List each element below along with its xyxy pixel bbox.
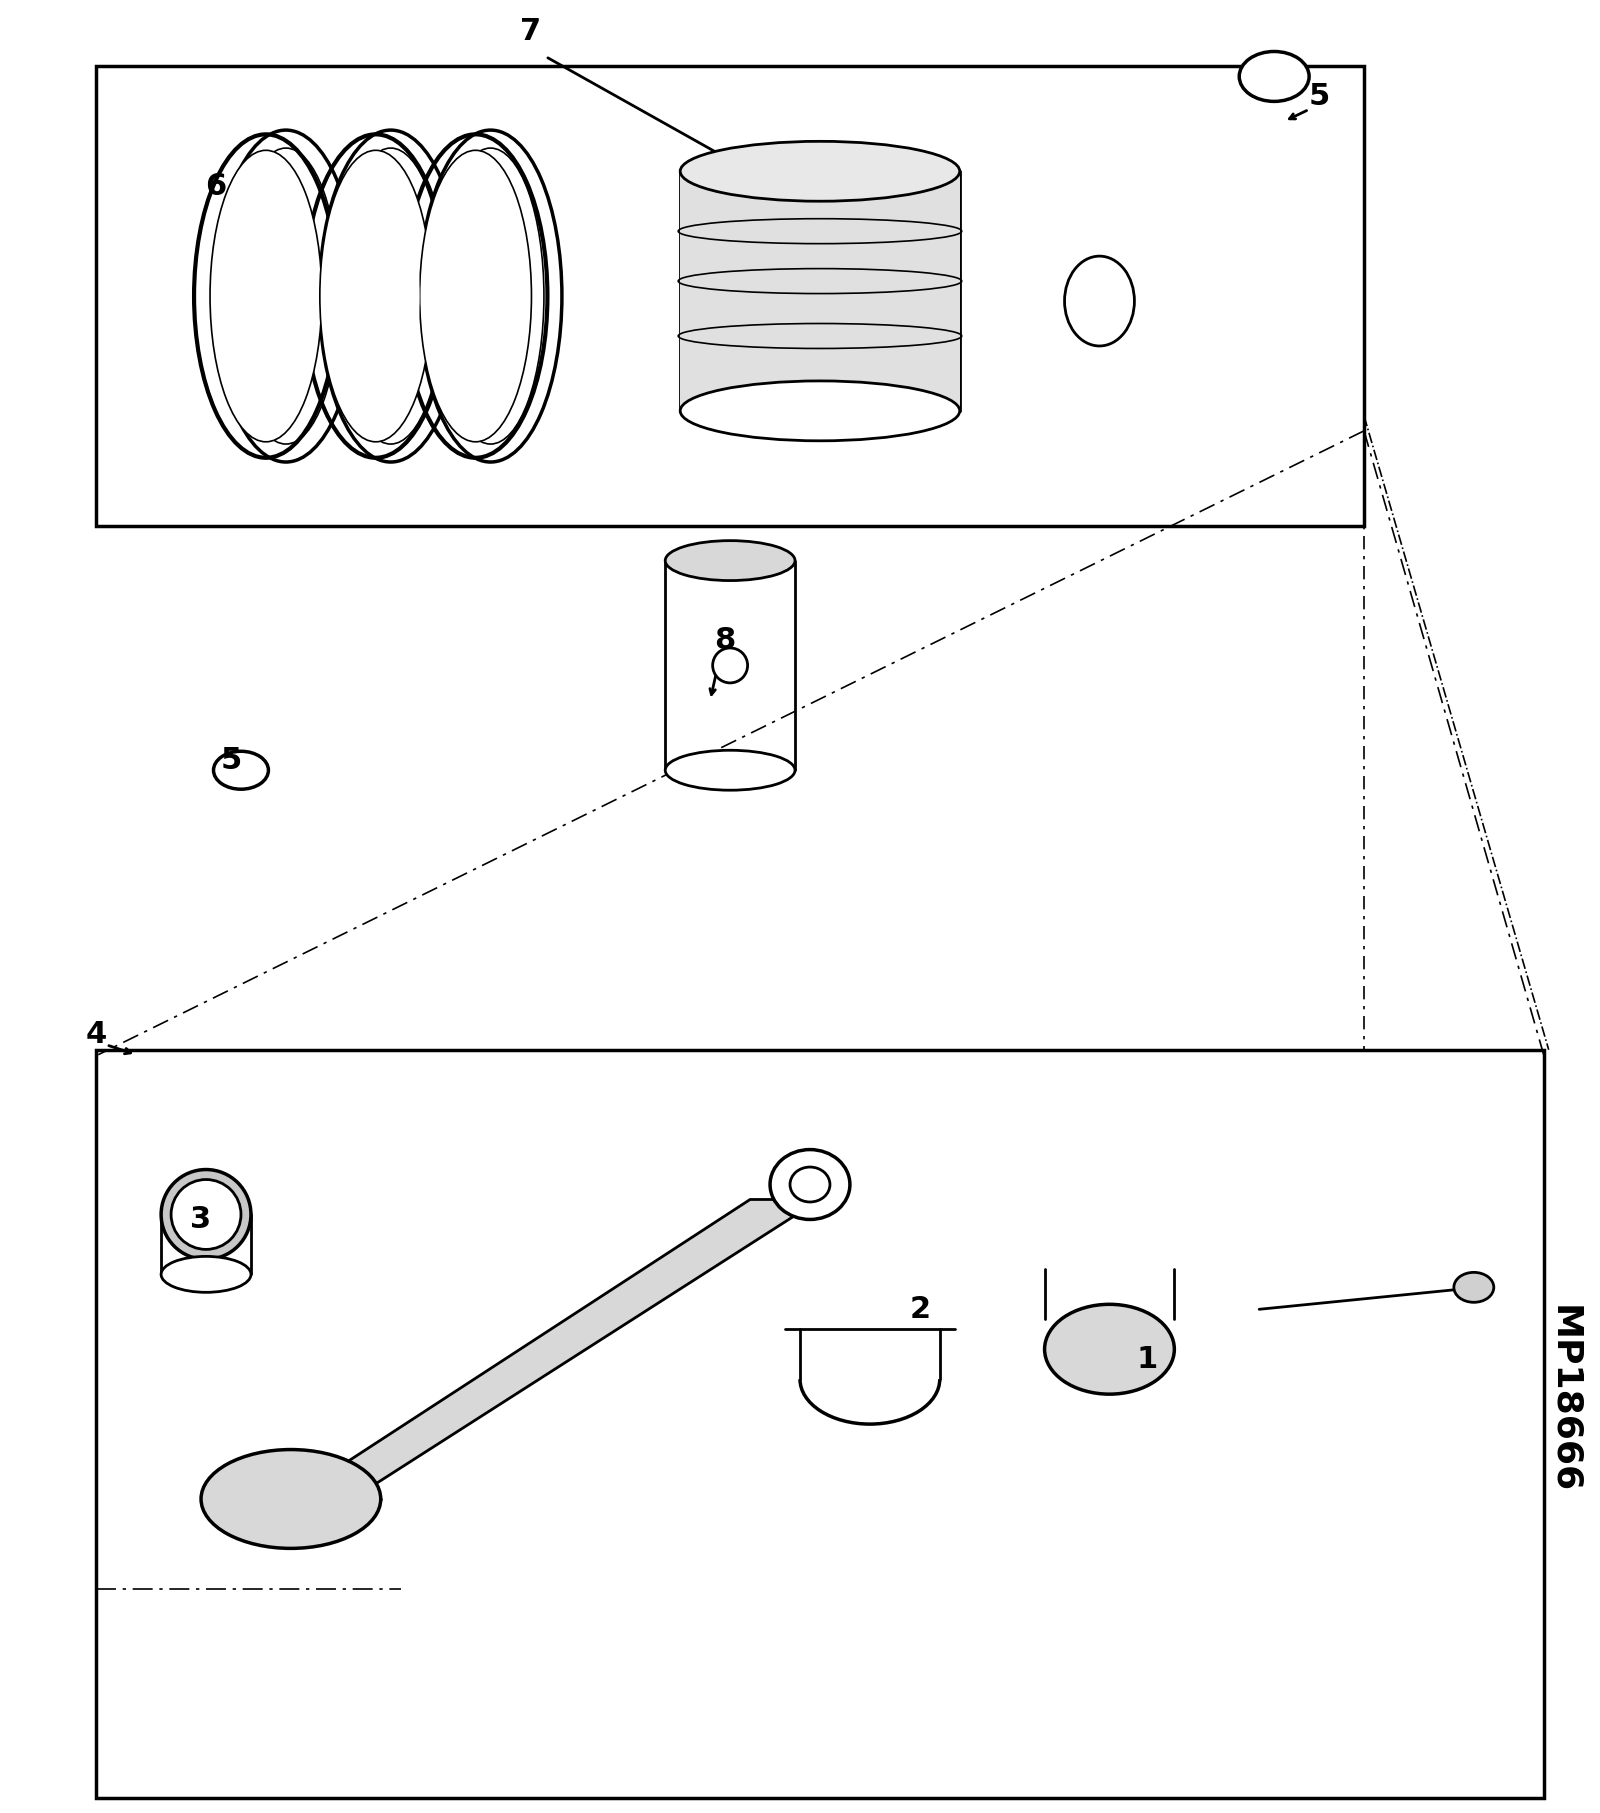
Ellipse shape [1454, 1273, 1494, 1302]
Text: 8: 8 [715, 625, 736, 654]
Text: 4: 4 [85, 1021, 107, 1050]
Ellipse shape [680, 381, 960, 441]
Text: 5: 5 [1309, 82, 1330, 111]
Ellipse shape [202, 1450, 381, 1548]
Text: 3: 3 [190, 1206, 211, 1235]
Ellipse shape [432, 163, 520, 430]
Ellipse shape [171, 1180, 242, 1249]
Bar [680, 170, 960, 412]
Text: 6: 6 [205, 172, 227, 201]
Ellipse shape [1064, 256, 1134, 346]
Ellipse shape [210, 150, 322, 442]
Bar [1264, 65, 1285, 80]
Ellipse shape [338, 149, 445, 444]
Ellipse shape [770, 1149, 850, 1220]
Ellipse shape [232, 149, 339, 444]
Text: 1: 1 [1136, 1345, 1158, 1374]
Bar [96, 1050, 1544, 1798]
Ellipse shape [680, 141, 960, 201]
Ellipse shape [222, 758, 259, 781]
Text: 5: 5 [221, 745, 242, 774]
Bar [96, 67, 1365, 526]
Ellipse shape [437, 149, 544, 444]
Bar [234, 760, 250, 772]
Ellipse shape [222, 163, 310, 430]
Ellipse shape [1045, 1304, 1174, 1394]
Ellipse shape [213, 751, 269, 789]
Ellipse shape [320, 150, 432, 442]
Ellipse shape [419, 150, 531, 442]
Text: 7: 7 [520, 16, 541, 45]
Ellipse shape [666, 751, 795, 790]
Text: MP18666: MP18666 [1547, 1305, 1581, 1494]
Ellipse shape [712, 647, 747, 684]
Ellipse shape [162, 1169, 251, 1260]
Ellipse shape [162, 1256, 251, 1293]
Ellipse shape [331, 163, 419, 430]
Ellipse shape [790, 1168, 830, 1202]
Polygon shape [322, 1200, 819, 1519]
Ellipse shape [666, 540, 795, 580]
Ellipse shape [1250, 60, 1299, 92]
Text: 2: 2 [909, 1294, 930, 1323]
Ellipse shape [1240, 51, 1309, 102]
